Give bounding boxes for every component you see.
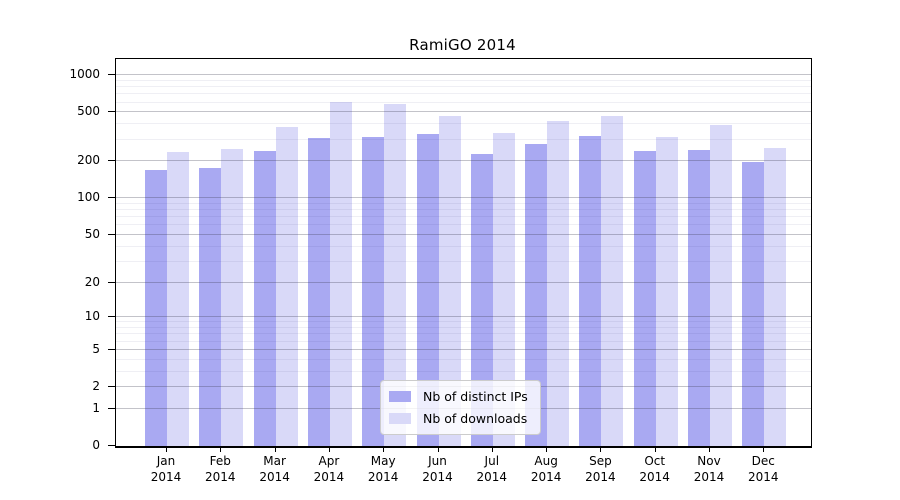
bar-distinct-ips	[416, 133, 439, 446]
bar-downloads	[547, 120, 570, 446]
bar-distinct-ips	[470, 154, 493, 446]
y-tick-label: 10	[84, 309, 100, 324]
bar-downloads	[384, 104, 407, 446]
y-tick-label: 1000	[69, 67, 100, 82]
y-tick-label: 1	[92, 400, 100, 415]
legend-swatch-distinct-ips	[389, 391, 411, 402]
y-tick-mark	[108, 316, 115, 318]
bar-distinct-ips	[688, 149, 710, 446]
bar-distinct-ips	[525, 144, 548, 446]
x-tick-label: Feb 2014	[205, 454, 236, 484]
x-tick-mark	[328, 446, 330, 452]
x-tick-mark	[763, 446, 765, 452]
x-tick-mark	[437, 446, 439, 452]
legend-label-distinct-ips: Nb of distinct IPs	[423, 389, 528, 404]
y-tick-mark	[108, 386, 115, 388]
plot-area: Nb of distinct IPs Nb of downloads	[115, 58, 812, 448]
y-tick-mark	[108, 348, 115, 350]
x-tick-mark	[220, 446, 222, 452]
bar-distinct-ips	[633, 150, 656, 446]
y-tick-label: 50	[84, 226, 100, 241]
x-tick-label: Mar 2014	[259, 454, 290, 484]
legend-item-downloads: Nb of downloads	[389, 411, 528, 426]
y-tick-mark	[108, 74, 115, 76]
bar-downloads	[601, 116, 624, 446]
y-tick-mark	[108, 197, 115, 199]
x-tick-label: Jan 2014	[150, 454, 182, 484]
x-tick-label: May 2014	[367, 454, 399, 484]
bar-downloads	[710, 125, 732, 446]
x-tick-mark	[166, 446, 167, 452]
bar-downloads	[655, 137, 678, 446]
x-tick-mark	[491, 446, 493, 452]
y-tick-mark	[108, 160, 115, 162]
y-tick-mark	[108, 233, 115, 235]
bar-distinct-ips	[199, 168, 222, 446]
legend-label-downloads: Nb of downloads	[423, 411, 528, 426]
y-tick-mark	[108, 445, 115, 446]
x-tick-mark	[709, 446, 710, 452]
x-tick-label: Dec 2014	[748, 454, 779, 484]
x-tick-label: Sep 2014	[585, 454, 616, 484]
x-tick-label: Nov 2014	[693, 454, 725, 484]
legend: Nb of distinct IPs Nb of downloads	[380, 380, 541, 435]
y-tick-label: 2	[92, 379, 100, 394]
bar-distinct-ips	[253, 150, 276, 446]
bars-layer	[116, 59, 811, 446]
x-tick-mark	[274, 446, 276, 452]
bar-distinct-ips	[362, 137, 385, 446]
x-tick-mark	[546, 446, 548, 452]
bar-distinct-ips	[579, 135, 602, 446]
y-tick-label: 100	[77, 190, 100, 205]
legend-swatch-downloads	[389, 413, 411, 424]
x-tick-mark	[654, 446, 656, 452]
x-tick-mark	[383, 446, 385, 452]
bar-downloads	[329, 102, 352, 446]
y-tick-label: 20	[84, 274, 100, 289]
bar-downloads	[275, 126, 298, 446]
y-tick-label: 500	[77, 104, 100, 119]
bar-downloads	[167, 151, 189, 446]
x-tick-label: Apr 2014	[313, 454, 345, 484]
x-tick-mark	[600, 446, 602, 452]
y-tick-mark	[108, 281, 115, 283]
x-tick-label: Oct 2014	[639, 454, 670, 484]
bar-downloads	[492, 133, 515, 446]
y-tick-label: 0	[92, 438, 100, 452]
bar-distinct-ips	[145, 169, 167, 446]
legend-item-distinct-ips: Nb of distinct IPs	[389, 389, 528, 404]
bar-distinct-ips	[307, 138, 330, 446]
y-tick-mark	[108, 407, 115, 409]
x-tick-label: Aug 2014	[530, 454, 562, 484]
y-tick-mark	[108, 111, 115, 113]
bar-downloads	[438, 115, 461, 446]
chart-title: RamiGO 2014	[409, 36, 516, 54]
bar-downloads	[764, 147, 787, 446]
bar-downloads	[221, 148, 244, 446]
x-tick-label: Jun 2014	[422, 454, 453, 484]
bar-distinct-ips	[742, 162, 765, 446]
y-tick-label: 200	[77, 153, 100, 168]
y-tick-label: 5	[92, 341, 100, 356]
x-tick-label: Jul 2014	[476, 454, 508, 484]
